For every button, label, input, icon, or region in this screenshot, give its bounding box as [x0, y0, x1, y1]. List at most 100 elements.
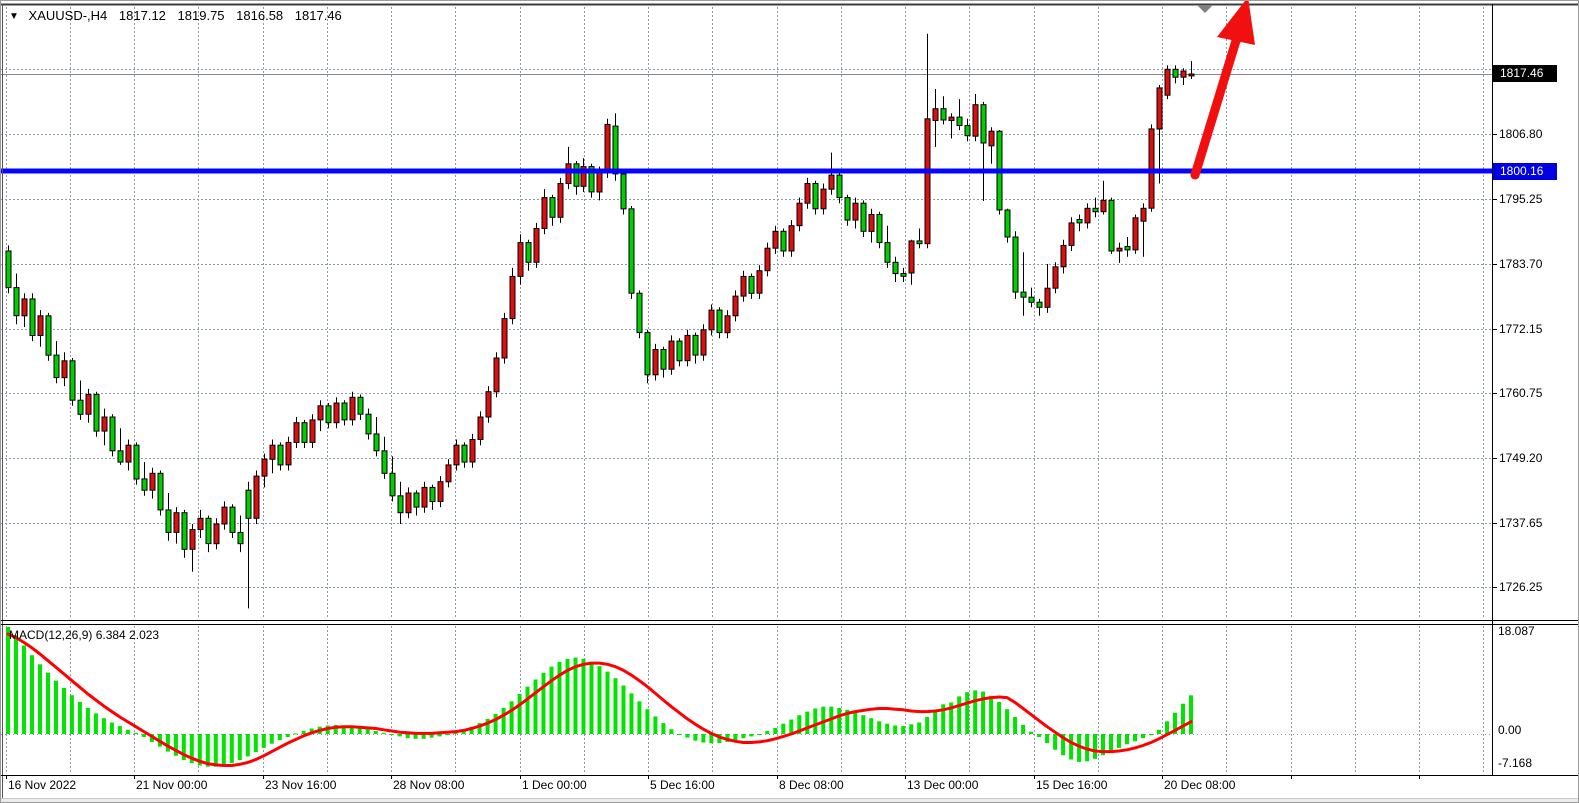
candle-body — [708, 309, 715, 331]
candle — [501, 312, 508, 364]
candle — [141, 462, 148, 496]
macd-histogram-bar — [957, 696, 962, 734]
candle-body — [133, 444, 140, 480]
candle — [1172, 65, 1179, 84]
macd-histogram-bar — [189, 734, 194, 764]
macd-histogram-bar — [621, 685, 626, 734]
macd-histogram-bar — [341, 725, 346, 734]
time-axis-label: 1 Dec 00:00 — [522, 778, 587, 792]
macd-histogram-bar — [421, 734, 426, 739]
candle-body — [1140, 207, 1147, 222]
macd-histogram-bar — [54, 680, 58, 734]
price-axis-label: 1760.75 — [1499, 386, 1543, 400]
candle-body — [85, 394, 92, 415]
candle — [517, 234, 524, 285]
macd-histogram-bar — [709, 734, 714, 744]
candle-body — [349, 396, 356, 421]
candle — [117, 428, 124, 465]
candle — [892, 256, 899, 282]
candle — [461, 442, 468, 468]
candle-body — [293, 422, 300, 443]
macd-histogram-bar — [1053, 734, 1058, 750]
candle — [61, 352, 68, 387]
candle — [1044, 264, 1051, 313]
candle-body — [149, 472, 156, 491]
candle — [676, 338, 683, 367]
candle-body — [1108, 199, 1115, 252]
macd-histogram-bar — [941, 704, 946, 734]
macd-histogram-bar — [77, 701, 82, 734]
trend-arrow-head[interactable] — [1217, 1, 1255, 45]
macd-histogram-bar — [373, 731, 378, 734]
candle-body — [676, 340, 683, 362]
macd-histogram-bar — [14, 635, 18, 734]
macd-histogram-bar — [877, 721, 882, 734]
macd-histogram-bar — [597, 666, 602, 734]
candle — [908, 239, 915, 285]
candle — [756, 265, 763, 299]
candle — [45, 312, 52, 361]
candle-body — [588, 166, 595, 193]
macd-histogram-bar — [789, 719, 794, 734]
candle — [724, 310, 731, 339]
macd-histogram-bar — [85, 707, 90, 734]
macd-histogram-bar — [333, 724, 338, 734]
trend-arrow-annotation[interactable] — [1190, 1, 1255, 180]
candle-body — [876, 214, 883, 244]
macd-histogram-bar — [853, 712, 858, 734]
macd-signal-line — [6, 632, 1193, 767]
candle — [149, 467, 156, 499]
candle-body — [740, 275, 747, 297]
macd-histogram-bar — [869, 718, 874, 734]
candle — [365, 408, 372, 440]
macd-histogram-bar — [901, 726, 906, 734]
macd-histogram-bar — [381, 732, 386, 734]
candle — [229, 504, 236, 538]
macd-histogram-bar — [669, 729, 674, 734]
candle — [341, 400, 348, 426]
candle-body — [828, 174, 835, 190]
candle-body — [165, 509, 172, 533]
candle — [820, 183, 827, 215]
candle-body — [101, 416, 108, 432]
candle-body — [301, 422, 308, 443]
candle — [684, 329, 691, 367]
candle — [668, 335, 675, 375]
candle-body — [836, 174, 843, 199]
candle-body — [333, 402, 340, 424]
candle — [173, 507, 180, 544]
macd-histogram-bar — [645, 709, 650, 734]
candle — [469, 433, 476, 468]
candle — [1076, 214, 1083, 232]
candle-body — [229, 506, 236, 533]
candle-body — [573, 163, 580, 187]
symbol-dropdown-icon[interactable]: ▼ — [9, 11, 19, 22]
macd-histogram-bar — [229, 734, 234, 764]
macd-histogram-bar — [533, 679, 538, 734]
macd-histogram-bar — [38, 664, 42, 734]
candle-body — [1100, 199, 1107, 213]
macd-histogram-bar — [237, 734, 242, 761]
macd-histogram-bar — [909, 724, 914, 734]
macd-histogram-bar — [933, 710, 938, 734]
macd-histogram-bar — [445, 734, 450, 735]
candle — [1140, 203, 1147, 257]
candle — [836, 172, 843, 204]
candle-body — [644, 332, 651, 376]
candle-body — [580, 166, 587, 187]
candle — [69, 358, 76, 406]
macd-histogram-bar — [1037, 734, 1042, 737]
candle — [1004, 208, 1011, 243]
candle-body — [1044, 287, 1051, 308]
candle — [37, 310, 44, 347]
candle-body — [812, 183, 819, 210]
candle-body — [509, 275, 516, 320]
ohlc-low-value: 1816.58 — [236, 8, 284, 23]
candle — [325, 403, 332, 429]
candle — [956, 99, 963, 131]
macd-histogram-bar — [181, 734, 186, 761]
trend-arrow-shaft[interactable] — [1190, 26, 1244, 180]
candle — [181, 509, 188, 558]
candle — [13, 273, 20, 325]
